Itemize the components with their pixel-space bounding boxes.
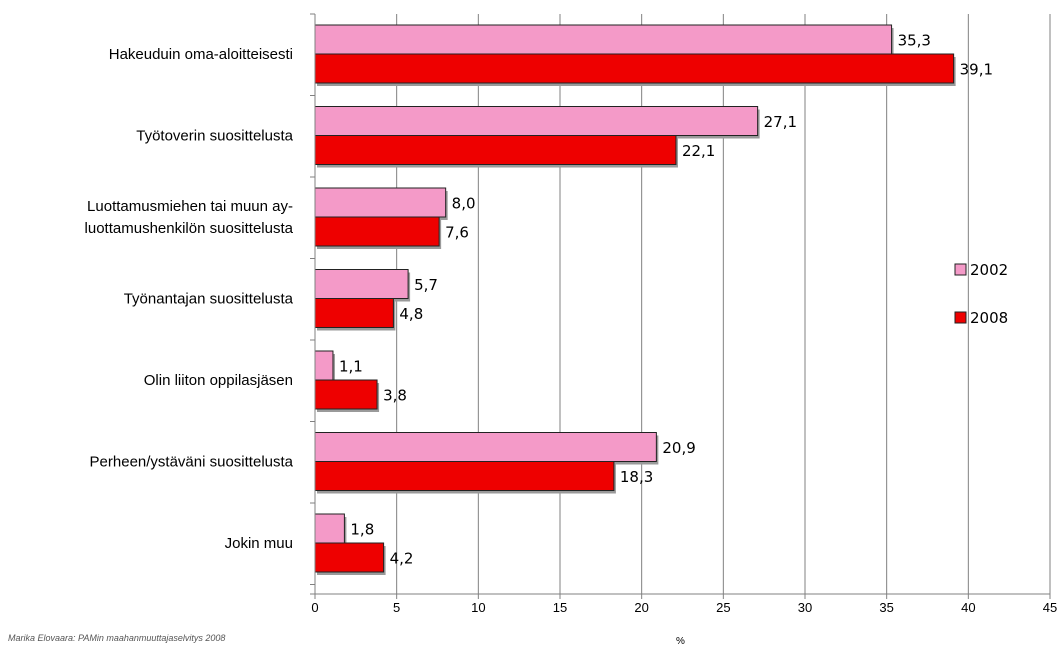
bar-2008 [315,543,384,572]
bar-2008 [315,136,676,165]
bar-2008 [315,462,614,491]
x-tick-label: 20 [634,600,648,615]
category-label: Jokin muu [225,535,293,552]
data-label: 7,6 [445,224,469,242]
data-label: 35,3 [898,32,931,50]
x-tick-label: 15 [553,600,567,615]
category-label: Luottamusmiehen tai muun ay- [87,198,293,215]
bar-2002 [315,351,333,380]
grid-lines [397,14,1050,594]
data-label: 39,1 [960,61,993,79]
x-tick-label: 25 [716,600,730,615]
bar-2002 [315,270,408,299]
legend-swatch-2002 [955,264,966,275]
data-label: 3,8 [383,387,407,405]
category-labels: Hakeuduin oma-aloitteisesti Työtoverin su… [85,46,294,552]
category-label: Perheen/ystäväni suosittelusta [90,454,294,471]
bar-2002 [315,188,446,217]
x-tick-label: 40 [961,600,975,615]
data-label: 4,8 [399,305,423,323]
data-label: 22,1 [682,142,715,160]
x-tick-label: 0 [311,600,318,615]
data-label: 1,8 [350,521,374,539]
legend-label-2002: 2002 [970,261,1008,279]
data-label: 1,1 [339,358,363,376]
category-label: luottamushenkilön suosittelusta [85,220,294,237]
x-tick-label: 5 [393,600,400,615]
data-label: 4,2 [390,550,414,568]
legend: 2002 2008 [955,261,1008,327]
data-label: 8,0 [452,195,476,213]
x-tick-label: 45 [1043,600,1057,615]
bar-2008 [315,54,954,83]
x-tick-label: 35 [879,600,893,615]
category-label: Työtoverin suosittelusta [136,128,293,145]
bar-2002 [315,107,758,136]
x-tick-label: 30 [798,600,812,615]
bar-2002 [315,25,892,54]
data-label: 27,1 [764,113,797,131]
x-axis-label: % [676,636,685,647]
bar-2008 [315,380,377,409]
category-label: Olin liiton oppilasjäsen [144,372,293,389]
data-label: 18,3 [620,468,653,486]
category-label: Työnantajan suosittelusta [124,291,294,308]
category-label: Hakeuduin oma-aloitteisesti [109,46,293,63]
legend-label-2008: 2008 [970,309,1008,327]
data-label: 20,9 [662,439,695,457]
bar-2008 [315,299,393,328]
legend-swatch-2008 [955,312,966,323]
data-label: 5,7 [414,276,438,294]
bar-2002 [315,514,344,543]
x-tick-labels: 0 5 10 15 20 25 30 35 40 45 [311,600,1057,615]
source-note: Marika Elovaara: PAMin maahanmuuttajasel… [8,633,225,643]
bar-2002 [315,433,656,462]
bar-2008 [315,217,439,246]
x-tick-label: 10 [471,600,485,615]
bars [315,25,956,575]
